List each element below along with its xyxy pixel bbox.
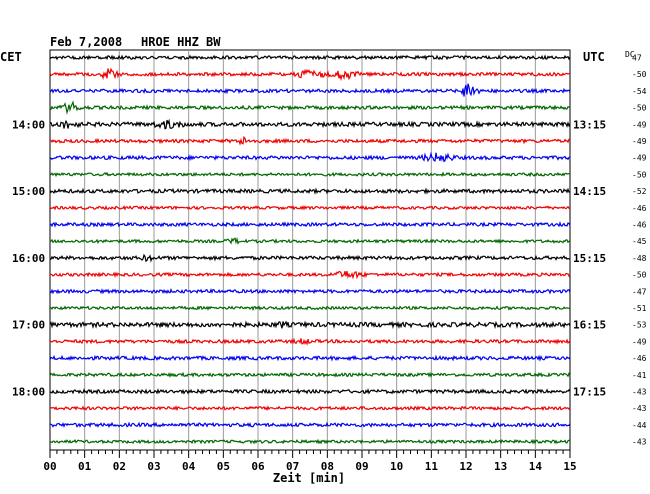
trace-22 xyxy=(49,421,571,429)
right-hour-label: 16:15 xyxy=(573,319,606,332)
dc-value: -46 xyxy=(632,204,647,213)
dc-value: -46 xyxy=(632,354,647,363)
x-tick-label: 07 xyxy=(286,460,299,473)
right-hour-labels: 13:15 14:15 15:15 16:15 17:15 xyxy=(573,118,606,398)
x-tick-label: 14 xyxy=(529,460,543,473)
left-hour-label: 14:00 xyxy=(12,118,45,131)
x-tick-label: 01 xyxy=(78,460,92,473)
trace-5 xyxy=(49,135,571,146)
left-hour-labels: 14:00 15:00 16:00 17:00 18:00 xyxy=(12,118,45,398)
x-tick-label: 05 xyxy=(217,460,230,473)
trace-19 xyxy=(49,371,571,379)
x-tick-label: 13 xyxy=(494,460,507,473)
dc-value: -46 xyxy=(632,221,647,230)
trace-13 xyxy=(49,270,571,280)
x-axis-title: Zeit [min] xyxy=(273,471,345,485)
dc-value: -48 xyxy=(632,254,647,263)
trace-7 xyxy=(49,171,571,178)
trace-0 xyxy=(49,54,571,61)
dc-value: -49 xyxy=(632,137,647,146)
right-hour-label: 13:15 xyxy=(573,118,606,131)
trace-1 xyxy=(49,67,571,82)
trace-21 xyxy=(49,405,571,412)
trace-9 xyxy=(49,204,571,211)
x-tick-label: 06 xyxy=(251,460,265,473)
left-hour-label: 18:00 xyxy=(12,386,45,399)
trace-11 xyxy=(49,236,571,245)
dc-value: -50 xyxy=(632,104,647,113)
dc-value: -51 xyxy=(632,304,647,313)
dc-value: -53 xyxy=(632,321,647,330)
dc-value: -49 xyxy=(632,120,647,129)
trace-23 xyxy=(49,438,571,445)
right-hour-label: 17:15 xyxy=(573,386,606,399)
trace-3 xyxy=(49,100,571,115)
trace-20 xyxy=(49,388,571,395)
dc-value: -43 xyxy=(632,438,647,447)
x-tick-label: 04 xyxy=(182,460,196,473)
dc-value: -50 xyxy=(632,170,647,179)
trace-16 xyxy=(49,320,571,330)
trace-18 xyxy=(49,354,571,362)
dc-value: -44 xyxy=(632,421,647,430)
x-tick-label: 12 xyxy=(459,460,472,473)
dc-value: -54 xyxy=(632,87,647,96)
trace-8 xyxy=(49,187,571,195)
x-tick-label: 09 xyxy=(355,460,368,473)
x-tick-label: 08 xyxy=(321,460,334,473)
x-tick-label: 10 xyxy=(390,460,403,473)
trace-2 xyxy=(49,83,571,97)
x-tick-label: 15 xyxy=(563,460,576,473)
right-hour-label: 14:15 xyxy=(573,185,606,198)
x-tick-label: 11 xyxy=(425,460,439,473)
left-timezone-label: CET xyxy=(0,50,22,64)
left-hour-label: 17:00 xyxy=(12,319,45,332)
dc-value: -41 xyxy=(632,371,647,380)
dc-value: -52 xyxy=(632,187,647,196)
dc-value: -45 xyxy=(632,237,647,246)
dc-value: 47 xyxy=(632,54,642,63)
dc-value: -50 xyxy=(632,70,647,79)
trace-15 xyxy=(50,305,571,311)
left-hour-label: 15:00 xyxy=(12,185,45,198)
dc-value: -49 xyxy=(632,337,647,346)
x-tick-label: 00 xyxy=(43,460,56,473)
dc-value: -50 xyxy=(632,271,647,280)
dc-value: -43 xyxy=(632,388,647,397)
dc-value: -43 xyxy=(632,404,647,413)
dc-value: -49 xyxy=(632,154,647,163)
trace-4 xyxy=(49,118,571,130)
trace-12 xyxy=(49,253,571,263)
x-axis: 00 01 02 03 04 05 06 07 08 09 10 11 12 13 14 15 xyxy=(43,450,577,473)
dc-value-labels: 47 -50 -54 -50 -49 -49 -49 -50 -52 -46 -46 -45 -48 -5… xyxy=(632,54,647,447)
plot-frame xyxy=(49,49,571,451)
dc-header-label: DC xyxy=(625,50,635,59)
trace-group xyxy=(49,54,571,445)
plot-grid xyxy=(49,49,571,451)
x-tick-label: 02 xyxy=(113,460,126,473)
right-timezone-label: UTC xyxy=(583,50,605,64)
right-hour-label: 15:15 xyxy=(573,252,606,265)
trace-6 xyxy=(49,151,571,163)
trace-14 xyxy=(49,288,571,295)
left-hour-label: 16:00 xyxy=(12,252,45,265)
dc-value: -47 xyxy=(632,287,647,296)
station-label: HROE HHZ BW xyxy=(141,35,221,49)
date-label: Feb 7,2008 xyxy=(50,35,122,49)
x-tick-label: 03 xyxy=(147,460,160,473)
trace-17 xyxy=(49,337,571,346)
trace-10 xyxy=(49,221,571,228)
